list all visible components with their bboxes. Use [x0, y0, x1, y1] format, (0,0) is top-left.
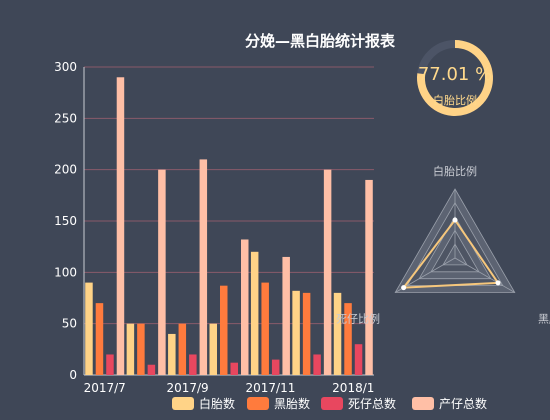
bar-3-0 — [116, 77, 125, 376]
legend-label: 白胎数 — [199, 396, 235, 411]
bar-1-1 — [137, 323, 145, 375]
gauge-value: 77.01 % — [418, 64, 492, 85]
bar-2-6 — [354, 344, 363, 375]
legend-label: 产仔总数 — [439, 396, 487, 411]
bar-0-4 — [250, 251, 259, 375]
radar-series-line — [401, 218, 500, 289]
bar-3-5 — [323, 169, 332, 375]
y-tick-label: 50 — [62, 317, 77, 331]
bar-3-4 — [282, 256, 290, 375]
legend-swatch — [247, 397, 269, 410]
bar-3-2 — [199, 159, 208, 375]
y-tick-label: 150 — [54, 214, 77, 228]
bar-3-6 — [365, 179, 373, 375]
bar-0-2 — [168, 333, 176, 375]
radar-point — [452, 217, 458, 223]
x-tick-label: 2017/11 — [245, 381, 295, 395]
bar-2-0 — [106, 354, 114, 375]
x-tick-label: 2017/7 — [84, 381, 126, 395]
radar-indicator-label: 黑胎比例 — [538, 312, 550, 326]
bar-0-6 — [333, 292, 342, 375]
bar-1-2 — [178, 323, 187, 375]
bar-0-0 — [85, 282, 93, 375]
gauge-arc — [417, 40, 493, 116]
gauge: 77.01 % 白胎比例 — [417, 40, 493, 116]
bar-1-3 — [220, 285, 228, 375]
bar-0-5 — [292, 290, 300, 375]
chart-title: 分娩—黑白胎统计报表 — [245, 32, 396, 50]
legend-swatch — [321, 397, 343, 410]
y-tick-label: 100 — [54, 265, 77, 279]
bar-2-4 — [271, 359, 280, 375]
legend-swatch — [172, 397, 194, 410]
radar-chart: 白胎比例黑胎比例 死仔比例 — [336, 164, 550, 326]
bar-2-5 — [313, 354, 321, 375]
bar-1-4 — [261, 282, 269, 375]
legend-label: 黑胎数 — [274, 396, 310, 411]
bar-0-3 — [209, 323, 217, 375]
radar-point — [495, 280, 501, 286]
legend-swatch — [412, 397, 434, 410]
radar-spoke — [454, 257, 515, 293]
bar-0-1 — [126, 323, 135, 375]
x-tick-label: 2018/1 — [332, 381, 374, 395]
radar-indicator-label: 白胎比例 — [433, 164, 477, 178]
radar-indicator-label: 死仔比例 — [336, 312, 380, 326]
gauge-name: 白胎比例 — [433, 93, 477, 107]
bar-3-1 — [158, 169, 166, 375]
radar-point — [401, 285, 407, 291]
bar-2-3 — [230, 362, 238, 375]
x-axis-ticks: 2017/7 2017/9 2017/11 2018/1 — [84, 381, 375, 395]
y-tick-label: 200 — [54, 163, 77, 177]
bar-1-5 — [302, 292, 311, 375]
legend-label: 死仔总数 — [348, 396, 396, 411]
bar-marks — [85, 77, 373, 376]
y-tick-label: 0 — [69, 368, 77, 382]
y-tick-label: 300 — [54, 60, 77, 74]
bar-3-3 — [241, 239, 249, 375]
bar-2-1 — [147, 364, 156, 375]
y-tick-label: 250 — [54, 111, 77, 125]
bar-2-2 — [189, 354, 197, 375]
bar-1-0 — [95, 303, 104, 375]
x-tick-label: 2017/9 — [166, 381, 208, 395]
bar-1-6 — [344, 303, 352, 375]
legend[interactable]: 白胎数 黑胎数 死仔总数 产仔总数 — [172, 396, 487, 411]
